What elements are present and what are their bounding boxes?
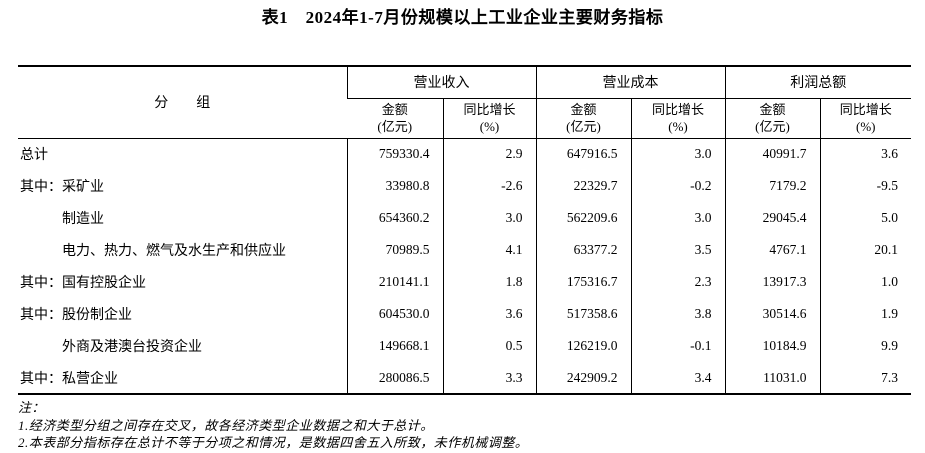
cell-profit-amount: 11031.0	[724, 362, 820, 394]
table-row-manufacturing: 制造业 654360.2 3.0 562209.6 3.0 29045.4 5.…	[18, 202, 911, 234]
table-row-utilities: 电力、热力、燃气及水生产和供应业 70989.5 4.1 63377.2 3.5…	[18, 234, 911, 266]
cell-cost-growth: -0.2	[630, 170, 725, 202]
cell-revenue-amount: 280086.5	[346, 362, 443, 394]
cell-profit-growth: 9.9	[819, 330, 911, 362]
subheader-line: 同比增长	[839, 102, 892, 117]
cell-profit-growth: -9.5	[819, 170, 911, 202]
cell-revenue-amount: 210141.1	[346, 266, 443, 298]
cell-revenue-growth: 3.0	[442, 202, 536, 234]
subheader-profit-amount: 金额 (亿元)	[724, 98, 820, 138]
row-label: 电力、热力、燃气及水生产和供应业	[62, 244, 286, 259]
cell-revenue-growth: 1.8	[442, 266, 536, 298]
cell-profit-amount: 13917.3	[724, 266, 820, 298]
cell-cost-amount: 517358.6	[535, 298, 631, 330]
subheader-line: (亿元)	[377, 119, 413, 134]
col-group-operating-revenue: 营业收入	[346, 66, 536, 99]
header-sub-row: 金额 (亿元) 同比增长 (%) 金额 (亿元) 同比增长 (%) 金额 (	[18, 98, 911, 138]
cell-revenue-amount: 604530.0	[346, 298, 443, 330]
cell-profit-growth: 1.9	[819, 298, 911, 330]
cell-revenue-amount: 33980.8	[346, 170, 443, 202]
cell-cost-amount: 647916.5	[535, 138, 631, 170]
table-row-shareholding: 其中：股份制企业 604530.0 3.6 517358.6 3.8 30514…	[18, 298, 911, 330]
subheader-line: 金额	[381, 102, 408, 117]
row-label: 总计	[20, 148, 48, 164]
table-row-total: 总计 759330.4 2.9 647916.5 3.0 40991.7 3.6	[18, 138, 911, 170]
cell-profit-growth: 3.6	[819, 138, 911, 170]
table-row-state-holding: 其中：国有控股企业 210141.1 1.8 175316.7 2.3 1391…	[18, 266, 911, 298]
financial-indicators-table: 分 组 营业收入 营业成本 利润总额 金额 (亿元) 同比增长 (%) 金额 (…	[18, 65, 911, 395]
cell-revenue-amount: 654360.2	[346, 202, 443, 234]
header-group-row: 分 组 营业收入 营业成本 利润总额	[18, 66, 911, 111]
note-heading: 注：	[18, 400, 46, 415]
cell-cost-amount: 22329.7	[535, 170, 631, 202]
subheader-revenue-amount: 金额 (亿元)	[347, 98, 443, 138]
subheader-line: (%)	[479, 119, 500, 134]
subheader-line: 金额	[759, 102, 786, 117]
cell-profit-growth: 7.3	[819, 362, 911, 394]
cell-revenue-growth: 2.9	[442, 138, 536, 170]
cell-cost-amount: 562209.6	[535, 202, 631, 234]
row-label: 其中：国有控股企业	[20, 276, 146, 291]
cell-cost-amount: 63377.2	[535, 234, 631, 266]
cell-revenue-amount: 759330.4	[346, 138, 443, 170]
cell-revenue-growth: 3.6	[442, 298, 536, 330]
subheader-line: (亿元)	[566, 119, 601, 134]
cell-profit-amount: 30514.6	[724, 298, 820, 330]
table-row-foreign-invested: 外商及港澳台投资企业 149668.1 0.5 126219.0 -0.1 10…	[18, 330, 911, 362]
row-label: 外商及港澳台投资企业	[62, 340, 202, 355]
cell-cost-growth: -0.1	[630, 330, 725, 362]
subheader-line: (亿元)	[755, 119, 790, 134]
cell-cost-amount: 126219.0	[535, 330, 631, 362]
cell-profit-growth: 5.0	[819, 202, 911, 234]
subheader-line: 同比增长	[651, 102, 704, 117]
col-group-total-profit: 利润总额	[724, 66, 911, 99]
table-row-private: 其中：私营企业 280086.5 3.3 242909.2 3.4 11031.…	[18, 362, 911, 394]
table-notes: 注： 1.经济类型分组之间存在交叉，故各经济类型企业数据之和大于总计。 2.本表…	[18, 399, 925, 452]
cell-revenue-growth: -2.6	[442, 170, 536, 202]
cell-profit-growth: 20.1	[819, 234, 911, 266]
cell-profit-amount: 29045.4	[724, 202, 820, 234]
row-label: 其中：采矿业	[20, 180, 104, 195]
cell-cost-amount: 175316.7	[535, 266, 631, 298]
subheader-line: 同比增长	[463, 102, 516, 117]
cell-cost-amount: 242909.2	[535, 362, 631, 394]
group-column-header: 分 组	[154, 96, 211, 112]
cell-cost-growth: 3.0	[630, 202, 725, 234]
note-line-1: 1.经济类型分组之间存在交叉，故各经济类型企业数据之和大于总计。	[18, 417, 434, 433]
table-row-mining: 其中：采矿业 33980.8 -2.6 22329.7 -0.2 7179.2 …	[18, 170, 911, 202]
cell-cost-growth: 3.8	[630, 298, 725, 330]
row-label: 其中：私营企业	[20, 371, 118, 387]
col-group-operating-cost: 营业成本	[535, 66, 725, 99]
subheader-cost-amount: 金额 (亿元)	[535, 98, 631, 138]
cell-revenue-amount: 149668.1	[346, 330, 443, 362]
cell-profit-amount: 40991.7	[724, 138, 820, 170]
cell-cost-growth: 3.4	[630, 362, 725, 394]
row-label: 其中：股份制企业	[20, 308, 132, 323]
cell-profit-amount: 4767.1	[724, 234, 820, 266]
table-body: 总计 759330.4 2.9 647916.5 3.0 40991.7 3.6…	[18, 138, 911, 394]
table-header: 分 组 营业收入 营业成本 利润总额 金额 (亿元) 同比增长 (%) 金额 (…	[18, 66, 911, 138]
cell-cost-growth: 3.0	[630, 138, 725, 170]
subheader-line: 金额	[570, 102, 597, 117]
cell-profit-growth: 1.0	[819, 266, 911, 298]
note-line-2: 2.本表部分指标存在总计不等于分项之和情况，是数据四舍五入所致，未作机械调整。	[18, 435, 529, 450]
cell-profit-amount: 7179.2	[724, 170, 820, 202]
subheader-revenue-growth: 同比增长 (%)	[442, 98, 536, 138]
subheader-line: (%)	[856, 119, 876, 134]
cell-profit-amount: 10184.9	[724, 330, 820, 362]
cell-revenue-growth: 4.1	[442, 234, 536, 266]
page-title: 表1 2024年1-7月份规模以上工业企业主要财务指标	[261, 8, 664, 27]
row-label: 制造业	[62, 212, 104, 227]
cell-cost-growth: 3.5	[630, 234, 725, 266]
cell-revenue-growth: 0.5	[442, 330, 536, 362]
cell-revenue-amount: 70989.5	[346, 234, 443, 266]
subheader-line: (%)	[668, 119, 688, 134]
cell-revenue-growth: 3.3	[442, 362, 536, 394]
subheader-profit-growth: 同比增长 (%)	[819, 98, 911, 138]
cell-cost-growth: 2.3	[630, 266, 725, 298]
subheader-cost-growth: 同比增长 (%)	[630, 98, 725, 138]
